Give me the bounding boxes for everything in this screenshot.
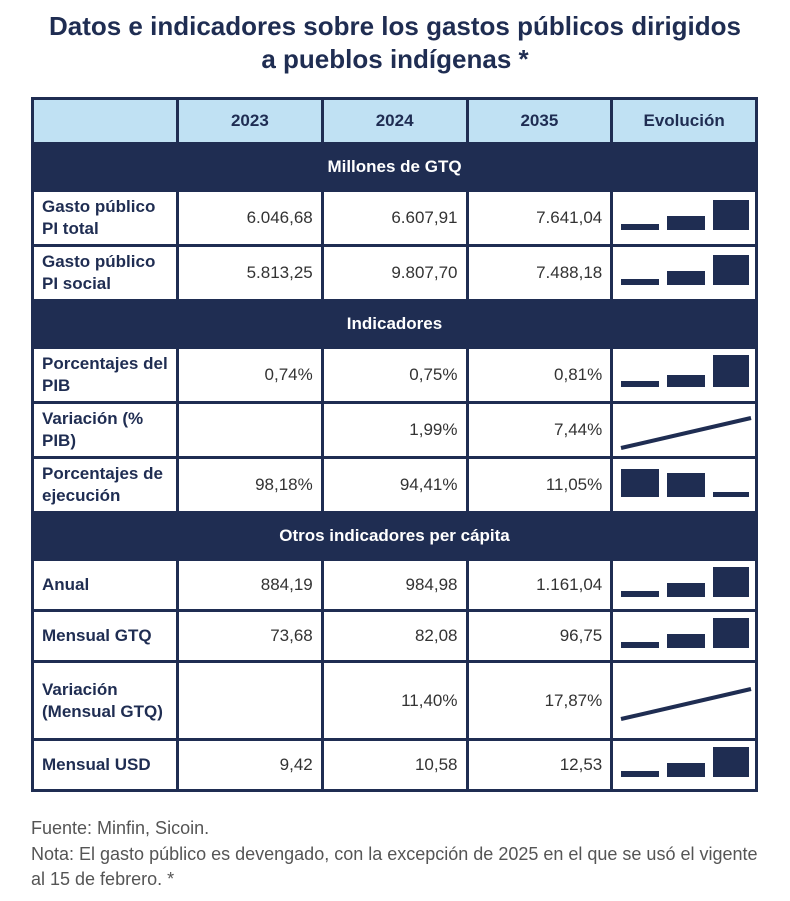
- title: Datos e indicadores sobre los gastos púb…: [48, 11, 742, 74]
- value-cell: 82,08: [320, 609, 469, 663]
- evolution-cell: [610, 558, 758, 612]
- column-header: 2023: [176, 97, 324, 145]
- section-row: Millones de GTQ: [31, 142, 758, 192]
- evolution-icon: [621, 747, 750, 777]
- data-row: Variación (% PIB) 1,99% 7,44%: [31, 401, 758, 459]
- corner: [31, 97, 179, 145]
- value-cell: 96,75: [465, 609, 614, 663]
- value-cell: 7,44%: [465, 401, 614, 459]
- evolution-cell: [610, 401, 758, 459]
- value-cell: 9,42: [176, 738, 324, 792]
- evolution-cell: [610, 456, 758, 514]
- value-cell: 9.807,70: [320, 244, 469, 302]
- column-header: 2035: [465, 97, 614, 145]
- data-row: Anual 884,19 984,98 1.161,04: [31, 558, 758, 612]
- value-cell: [176, 660, 324, 741]
- evolution-cell: [610, 244, 758, 302]
- data-table: 2023 2024 2035 Evolución Millones de GTQ Gas…: [31, 97, 758, 792]
- value-cell: 94,41%: [320, 456, 469, 514]
- value-cell: 984,98: [320, 558, 469, 612]
- row-label: Variación (% PIB): [31, 401, 179, 459]
- column-header: Evolución: [610, 97, 758, 145]
- section-row: Otros indicadores per cápita: [31, 511, 758, 561]
- evolution-icon: [621, 469, 750, 497]
- evolution-icon: [620, 686, 752, 721]
- note: Nota: El gasto público es devengado, con…: [31, 844, 758, 889]
- value-cell: 11,05%: [465, 456, 614, 514]
- row-label: Mensual USD: [31, 738, 179, 792]
- section-title: Millones de GTQ: [31, 142, 758, 192]
- data-row: Mensual GTQ 73,68 82,08 96,75: [31, 609, 758, 663]
- value-cell: 1,99%: [320, 401, 469, 459]
- value-cell: 1.161,04: [465, 558, 614, 612]
- value-cell: 73,68: [176, 609, 324, 663]
- data-row: Mensual USD 9,42 10,58 12,53: [31, 738, 758, 792]
- value-cell: 7.488,18: [465, 244, 614, 302]
- value-cell: 0,75%: [320, 346, 469, 404]
- evolution-cell: [610, 609, 758, 663]
- section-row: Indicadores: [31, 299, 758, 349]
- section-title: Indicadores: [31, 299, 758, 349]
- data-row: Gasto público PI social 5.813,25 9.807,70 7…: [31, 244, 758, 302]
- evolution-cell: [610, 738, 758, 792]
- value-cell: [176, 401, 324, 459]
- value-cell: 12,53: [465, 738, 614, 792]
- evolution-cell: [610, 346, 758, 404]
- data-row: Porcentajes del PIB 0,74% 0,75% 0,81%: [31, 346, 758, 404]
- header-row: 2023 2024 2035 Evolución: [31, 97, 758, 145]
- value-cell: 7.641,04: [465, 189, 614, 247]
- evolution-icon: [621, 567, 750, 597]
- evolution-icon: [621, 200, 750, 230]
- row-label: Variación (Mensual GTQ): [31, 660, 179, 741]
- value-cell: 0,81%: [465, 346, 614, 404]
- value-cell: 0,74%: [176, 346, 324, 404]
- value-cell: 6.607,91: [320, 189, 469, 247]
- column-header: 2024: [320, 97, 469, 145]
- value-cell: 11,40%: [320, 660, 469, 741]
- value-cell: 98,18%: [176, 456, 324, 514]
- evolution-icon: [621, 255, 750, 285]
- row-label: Porcentajes de ejecución: [31, 456, 179, 514]
- value-cell: 884,19: [176, 558, 324, 612]
- value-cell: 10,58: [320, 738, 469, 792]
- data-row: Gasto público PI total 6.046,68 6.607,91 7.…: [31, 189, 758, 247]
- section-title: Otros indicadores per cápita: [31, 511, 758, 561]
- evolution-cell: [610, 189, 758, 247]
- row-label: Gasto público PI social: [31, 244, 179, 302]
- value-cell: 17,87%: [465, 660, 614, 741]
- evolution-cell: [610, 660, 758, 741]
- row-label: Porcentajes del PIB: [31, 346, 179, 404]
- evolution-icon: [621, 618, 750, 648]
- row-label: Gasto público PI total: [31, 189, 179, 247]
- row-label: Mensual GTQ: [31, 609, 179, 663]
- value-cell: 5.813,25: [176, 244, 324, 302]
- row-label: Anual: [31, 558, 179, 612]
- data-row: Variación (Mensual GTQ) 11,40% 17,87%: [31, 660, 758, 741]
- evolution-icon: [621, 355, 750, 387]
- source: Fuente: Minfin, Sicoin.: [31, 818, 210, 838]
- data-row: Porcentajes de ejecución 98,18% 94,41% 11,0…: [31, 456, 758, 514]
- evolution-icon: [620, 416, 752, 450]
- value-cell: 6.046,68: [176, 189, 324, 247]
